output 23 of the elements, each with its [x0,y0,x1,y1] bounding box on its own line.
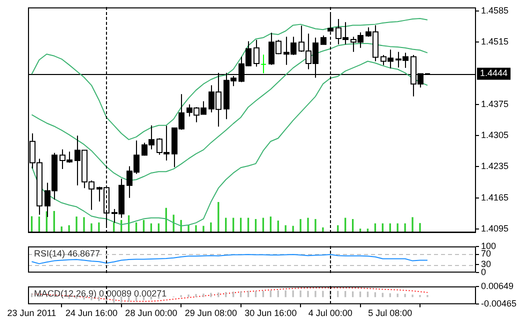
x-tick-label: 29 Jun 08:00 [184,308,237,318]
y-tick-label: 0 [481,267,486,278]
x-tick-label: 5 Jul 08:00 [368,308,412,318]
chart-title: RSI(14) 46.8677 [34,248,100,258]
y-tick-label: 1.4165 [481,192,509,202]
x-tick-label: 24 Jun 16:00 [65,308,118,318]
y-tick-label: 70 [481,248,492,259]
x-tick-label: 23 Jun 2011 [7,308,56,318]
y-tick-label: 1.4235 [481,161,509,172]
y-tick-label: 1.4515 [481,36,509,47]
y-tick-label: 1.4375 [481,98,509,109]
x-tick-label: 28 Jun 00:00 [125,308,178,318]
chart-title: MACD(12,26,9) 0.00089 0.00271 [34,288,167,298]
y-tick-label: 100 [481,240,496,251]
y-tick-label: 0.00649 [481,280,514,291]
y-tick-label: 1.4585 [481,5,509,16]
ref-line-label: 1.4444 [480,68,508,78]
y-tick-label: 30 [481,259,492,270]
y-tick-label: 1.4305 [481,130,509,140]
x-tick-label: 30 Jun 16:00 [244,308,297,318]
y-tick-label: -0.00465 [481,298,517,309]
x-tick-label: 4 Jul 00:00 [308,308,352,318]
y-tick-label: 1.4095 [481,224,509,234]
